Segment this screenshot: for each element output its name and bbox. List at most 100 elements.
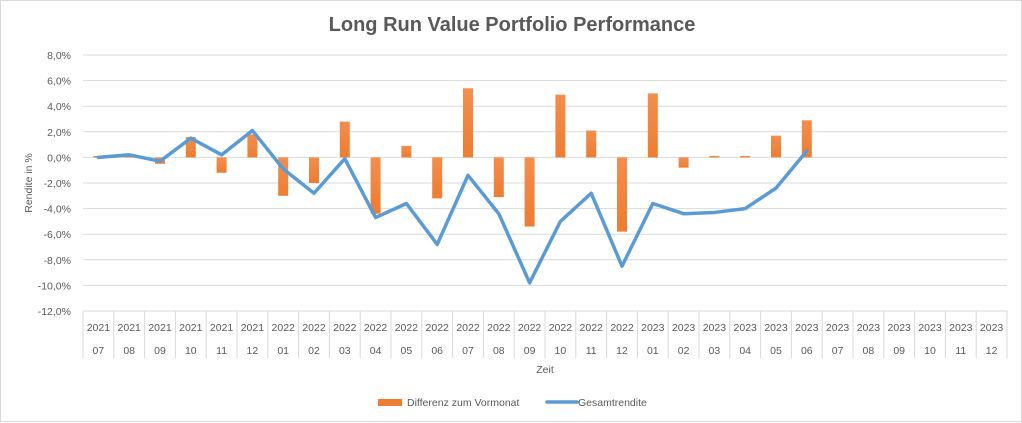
bar-differenz-2023-05 bbox=[771, 136, 781, 158]
x-tick-year: 2023 bbox=[672, 322, 696, 334]
x-tick-year: 2023 bbox=[949, 322, 973, 334]
bar-differenz-2022-06 bbox=[432, 157, 442, 198]
x-tick-month: 12 bbox=[247, 345, 259, 357]
bar-differenz-2023-04 bbox=[740, 156, 750, 158]
x-tick-year: 2022 bbox=[272, 322, 296, 334]
x-tick-year: 2023 bbox=[703, 322, 727, 334]
y-tick-label: 0,0% bbox=[47, 152, 71, 164]
x-tick-month: 08 bbox=[123, 345, 135, 357]
y-axis-label: Rendite in % bbox=[23, 153, 35, 213]
y-tick-label: 8,0% bbox=[47, 50, 71, 62]
x-tick-year: 2022 bbox=[549, 322, 573, 334]
y-tick-label: -6,0% bbox=[44, 229, 71, 241]
x-tick-year: 2023 bbox=[734, 322, 758, 334]
x-tick-month: 09 bbox=[524, 345, 536, 357]
x-tick-month: 03 bbox=[709, 345, 721, 357]
bar-differenz-2022-05 bbox=[401, 146, 411, 158]
x-tick-year: 2023 bbox=[826, 322, 850, 334]
x-tick-year: 2022 bbox=[487, 322, 511, 334]
x-tick-month: 10 bbox=[185, 345, 197, 357]
y-tick-label: -4,0% bbox=[44, 204, 71, 216]
bar-differenz-2022-07 bbox=[463, 88, 473, 157]
legend-swatch-bar bbox=[378, 399, 402, 406]
x-tick-year: 2023 bbox=[764, 322, 788, 334]
y-tick-label: -12,0% bbox=[38, 306, 71, 318]
x-tick-year: 2021 bbox=[210, 322, 234, 334]
x-tick-year: 2023 bbox=[641, 322, 665, 334]
x-tick-year: 2023 bbox=[888, 322, 912, 334]
bar-differenz-2022-03 bbox=[340, 122, 350, 158]
x-tick-month: 05 bbox=[770, 345, 782, 357]
bar-differenz-2022-04 bbox=[371, 157, 381, 213]
y-tick-label: 4,0% bbox=[47, 101, 71, 113]
y-tick-label: 2,0% bbox=[47, 127, 71, 139]
x-tick-year: 2022 bbox=[426, 322, 450, 334]
x-tick-year: 2022 bbox=[364, 322, 388, 334]
bar-differenz-2022-12 bbox=[617, 157, 627, 231]
bar-differenz-2023-01 bbox=[648, 93, 658, 157]
x-tick-month: 11 bbox=[955, 345, 966, 357]
x-tick-month: 06 bbox=[431, 345, 443, 357]
x-tick-month: 01 bbox=[277, 345, 289, 357]
legend-label-bar: Differenz zum Vormonat bbox=[407, 397, 520, 409]
x-tick-month: 08 bbox=[863, 345, 875, 357]
x-tick-month: 11 bbox=[586, 345, 597, 357]
y-tick-label: 6,0% bbox=[47, 76, 71, 88]
x-tick-month: 08 bbox=[493, 345, 505, 357]
bar-differenz-2022-09 bbox=[525, 157, 535, 226]
x-tick-year: 2021 bbox=[148, 322, 172, 334]
x-axis: 2021 07 2021 08 2021 09 2021 10 2021 11 2021 12 2022… bbox=[83, 311, 1007, 358]
x-tick-month: 07 bbox=[462, 345, 474, 357]
legend: Differenz zum Vormonat Gesamtrendite bbox=[378, 397, 647, 409]
x-tick-month: 06 bbox=[801, 345, 813, 357]
x-tick-month: 02 bbox=[678, 345, 690, 357]
bar-differenz-2022-02 bbox=[309, 157, 319, 183]
y-tick-label: -2,0% bbox=[44, 178, 71, 190]
x-tick-year: 2022 bbox=[580, 322, 604, 334]
x-tick-year: 2021 bbox=[179, 322, 203, 334]
x-tick-month: 07 bbox=[93, 345, 105, 357]
x-axis-label: Zeit bbox=[536, 364, 554, 376]
bar-differenz-2021-12 bbox=[247, 134, 257, 157]
x-tick-year: 2022 bbox=[302, 322, 326, 334]
bar-differenz-2022-11 bbox=[586, 131, 596, 158]
x-tick-month: 10 bbox=[555, 345, 567, 357]
x-tick-year: 2022 bbox=[395, 322, 419, 334]
x-tick-month: 11 bbox=[216, 345, 227, 357]
x-tick-year: 2022 bbox=[456, 322, 480, 334]
x-tick-year: 2022 bbox=[610, 322, 634, 334]
x-tick-month: 10 bbox=[924, 345, 936, 357]
y-tick-label: -10,0% bbox=[38, 280, 71, 292]
bar-differenz-2022-10 bbox=[555, 95, 565, 158]
x-tick-month: 09 bbox=[893, 345, 905, 357]
x-tick-month: 05 bbox=[401, 345, 413, 357]
y-tick-label: -8,0% bbox=[44, 255, 71, 267]
x-tick-month: 03 bbox=[339, 345, 351, 357]
x-tick-year: 2023 bbox=[918, 322, 942, 334]
x-tick-month: 01 bbox=[647, 345, 659, 357]
bar-differenz-2023-02 bbox=[679, 157, 689, 167]
y-axis-ticks: 8,0% 6,0% 4,0% 2,0% 0,0% -2,0% -4,0% -6,0% -8,0%… bbox=[38, 50, 71, 318]
x-tick-month: 02 bbox=[308, 345, 320, 357]
x-tick-year: 2023 bbox=[795, 322, 819, 334]
chart-title: Long Run Value Portfolio Performance bbox=[329, 14, 696, 36]
x-tick-year: 2022 bbox=[333, 322, 357, 334]
x-tick-year: 2023 bbox=[857, 322, 881, 334]
x-tick-month: 12 bbox=[986, 345, 998, 357]
x-tick-month: 12 bbox=[616, 345, 628, 357]
x-tick-year: 2021 bbox=[118, 322, 142, 334]
x-tick-month: 09 bbox=[154, 345, 166, 357]
bar-differenz-2023-03 bbox=[709, 156, 719, 158]
bar-differenz-2022-08 bbox=[494, 157, 504, 197]
x-tick-month: 04 bbox=[370, 345, 382, 357]
x-tick-month: 04 bbox=[739, 345, 751, 357]
x-tick-year: 2022 bbox=[518, 322, 542, 334]
legend-label-line: Gesamtrendite bbox=[578, 397, 647, 409]
x-tick-year: 2021 bbox=[241, 322, 265, 334]
x-tick-year: 2021 bbox=[87, 322, 111, 334]
x-tick-year: 2023 bbox=[980, 322, 1004, 334]
x-tick-month: 07 bbox=[832, 345, 844, 357]
bar-differenz-2021-11 bbox=[217, 157, 227, 172]
